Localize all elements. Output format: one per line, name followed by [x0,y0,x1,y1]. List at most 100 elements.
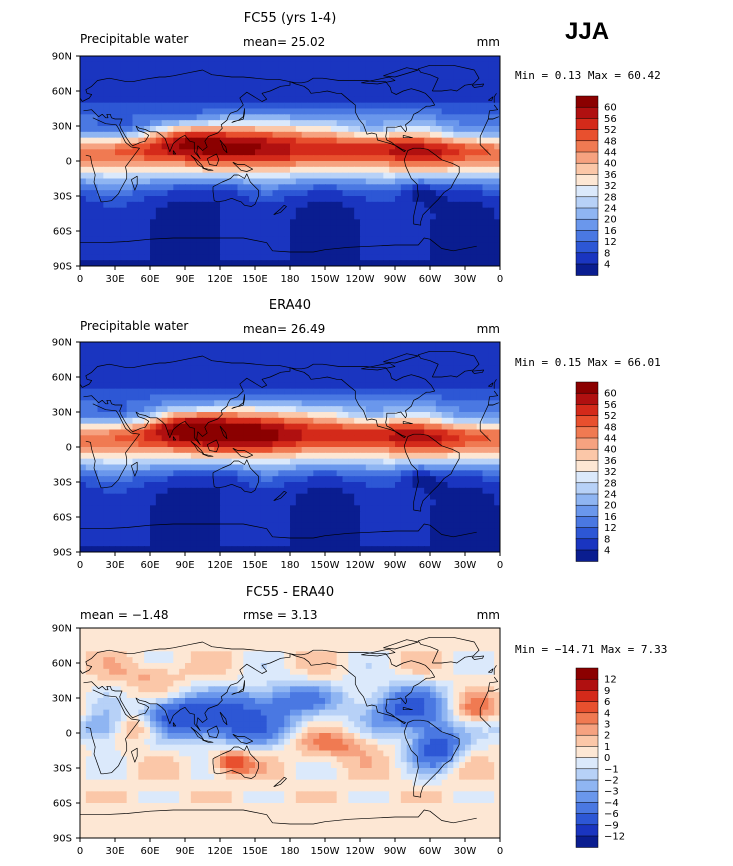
field-cell [476,184,484,191]
field-cell [389,400,396,407]
field-cell [325,371,332,378]
field-cell [325,242,332,250]
field-cell [342,126,349,133]
field-cell [406,423,414,431]
field-cell [109,184,116,191]
field-cell [231,435,239,442]
field-cell [371,102,379,110]
field-cell [173,67,180,75]
field-cell [342,225,349,232]
field-cell [249,452,256,460]
field-cell [424,452,431,460]
min-max-label: Min = 0.13 Max = 60.42 [515,69,661,82]
field-cell [202,377,209,384]
field-cell [412,423,419,431]
field-cell [406,447,414,454]
field-cell [266,365,274,372]
field-cell [395,254,402,261]
field-cell [249,85,256,92]
field-cell [190,382,198,390]
field-cell [190,242,198,250]
field-cell [313,447,320,454]
field-cell [260,499,268,506]
field-cell [290,91,297,98]
field-cell [202,412,209,419]
field-cell [150,149,157,156]
field-cell [301,114,309,121]
field-cell [173,207,180,215]
field-cell [470,190,478,197]
field-cell [319,213,326,220]
field-cell [371,254,379,261]
field-cell [319,231,326,238]
field-cell [360,476,367,483]
field-cell [488,505,495,512]
field-cell [365,470,373,477]
field-cell [80,178,87,185]
field-cell [435,511,443,518]
field-cell [400,441,408,448]
field-cell [260,464,268,471]
field-cell [132,394,139,401]
field-cell [313,417,320,425]
field-cell [85,56,93,63]
field-cell [360,511,367,518]
field-cell [103,67,110,75]
field-cell [167,190,174,197]
field-cell [272,61,279,69]
field-cell [319,423,326,431]
field-cell [173,342,180,349]
field-cell [214,429,221,436]
field-cell [266,201,274,209]
field-cell [459,178,466,185]
field-cell [126,476,134,483]
field-cell [97,342,104,349]
field-cell [196,388,204,396]
field-cell [126,429,134,436]
field-cell [494,178,500,185]
field-cell [91,447,99,454]
field-cell [319,499,326,506]
field-cell [470,452,478,460]
field-cell [80,377,87,384]
field-cell [313,114,320,121]
field-cell [389,260,396,266]
field-cell [255,517,262,524]
field-cell [470,447,478,454]
field-cell [453,377,460,384]
field-cell [488,196,495,203]
field-cell [459,406,466,413]
field-cell [150,155,157,162]
field-cell [319,184,326,191]
field-cell [150,190,157,197]
field-cell [231,423,239,431]
field-cell [266,114,274,121]
field-cell [290,447,297,454]
field-cell [470,166,478,174]
field-cell [179,254,186,261]
field-cell [371,178,379,185]
field-cell [400,522,408,530]
field-cell [208,342,215,349]
field-cell [80,126,87,133]
field-cell [80,359,87,366]
field-cell [80,476,87,483]
field-cell [214,522,221,530]
field-cell [85,377,93,384]
field-cell [325,73,332,80]
field-cell [161,394,169,401]
field-cell [447,447,454,454]
field-cell [377,377,384,384]
field-cell [167,359,174,366]
field-cell [132,517,139,524]
field-cell [406,201,414,209]
field-cell [418,172,425,180]
field-cell [167,493,174,501]
field-cell [91,260,99,266]
field-cell [126,382,134,390]
field-cell [330,452,338,460]
field-cell [132,178,139,185]
field-cell [237,126,244,133]
field-cell [120,242,128,250]
field-cell [348,417,355,425]
